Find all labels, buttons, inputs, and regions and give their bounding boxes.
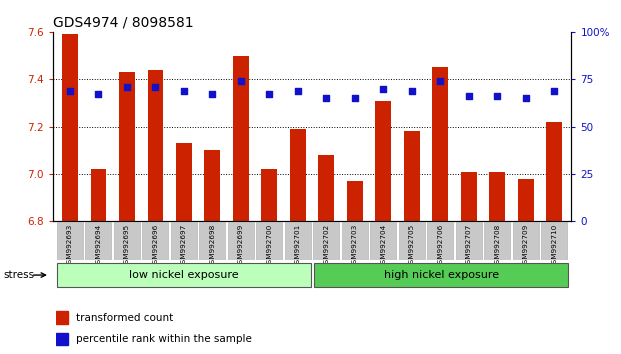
Point: [350, 95, 360, 101]
FancyBboxPatch shape: [142, 222, 168, 260]
Bar: [546, 122, 562, 221]
Bar: [62, 34, 78, 221]
Text: stress: stress: [3, 270, 34, 280]
Bar: [461, 172, 476, 221]
Text: GSM992709: GSM992709: [523, 224, 528, 268]
Text: GSM992696: GSM992696: [152, 224, 158, 268]
FancyBboxPatch shape: [456, 222, 482, 260]
Bar: [233, 56, 248, 221]
Text: GDS4974 / 8098581: GDS4974 / 8098581: [53, 16, 193, 30]
FancyBboxPatch shape: [484, 222, 510, 260]
Text: GSM992701: GSM992701: [295, 224, 301, 268]
Point: [521, 95, 531, 101]
FancyBboxPatch shape: [370, 222, 396, 260]
Point: [150, 84, 160, 90]
Text: GSM992694: GSM992694: [96, 224, 101, 268]
Point: [321, 95, 331, 101]
Text: GSM992697: GSM992697: [181, 224, 187, 268]
Point: [65, 88, 75, 93]
Text: low nickel exposure: low nickel exposure: [129, 270, 238, 280]
Bar: [204, 150, 220, 221]
FancyBboxPatch shape: [57, 222, 83, 260]
FancyBboxPatch shape: [85, 222, 112, 260]
Bar: [261, 169, 277, 221]
Bar: [376, 101, 391, 221]
FancyBboxPatch shape: [256, 222, 283, 260]
Bar: [176, 143, 192, 221]
FancyBboxPatch shape: [57, 263, 311, 287]
Point: [265, 92, 274, 97]
Text: GSM992693: GSM992693: [67, 224, 73, 268]
FancyBboxPatch shape: [284, 222, 311, 260]
Text: GSM992707: GSM992707: [466, 224, 472, 268]
Text: GSM992710: GSM992710: [551, 224, 557, 268]
Point: [93, 92, 103, 97]
Text: GSM992703: GSM992703: [351, 224, 358, 268]
Point: [207, 92, 217, 97]
Bar: [432, 67, 448, 221]
Text: GSM992706: GSM992706: [437, 224, 443, 268]
Point: [464, 93, 474, 99]
FancyBboxPatch shape: [399, 222, 425, 260]
Text: GSM992708: GSM992708: [494, 224, 501, 268]
Bar: [56, 312, 68, 324]
FancyBboxPatch shape: [314, 263, 568, 287]
Bar: [518, 179, 533, 221]
Text: percentile rank within the sample: percentile rank within the sample: [76, 334, 252, 344]
Bar: [148, 70, 163, 221]
Text: GSM992695: GSM992695: [124, 224, 130, 268]
Bar: [56, 333, 68, 346]
Bar: [91, 169, 106, 221]
Point: [236, 78, 246, 84]
FancyBboxPatch shape: [114, 222, 140, 260]
FancyBboxPatch shape: [313, 222, 340, 260]
FancyBboxPatch shape: [427, 222, 453, 260]
Point: [549, 88, 559, 93]
Text: GSM992705: GSM992705: [409, 224, 415, 268]
Point: [492, 93, 502, 99]
FancyBboxPatch shape: [171, 222, 197, 260]
Point: [179, 88, 189, 93]
FancyBboxPatch shape: [342, 222, 368, 260]
Point: [407, 88, 417, 93]
Point: [378, 86, 388, 92]
FancyBboxPatch shape: [541, 222, 568, 260]
Text: GSM992699: GSM992699: [238, 224, 244, 268]
Bar: [319, 155, 334, 221]
Bar: [404, 131, 420, 221]
Bar: [290, 129, 306, 221]
Text: GSM992698: GSM992698: [209, 224, 215, 268]
Bar: [347, 181, 363, 221]
Point: [293, 88, 303, 93]
FancyBboxPatch shape: [512, 222, 539, 260]
Text: GSM992704: GSM992704: [380, 224, 386, 268]
FancyBboxPatch shape: [228, 222, 254, 260]
Text: transformed count: transformed count: [76, 313, 173, 323]
FancyBboxPatch shape: [199, 222, 225, 260]
Text: high nickel exposure: high nickel exposure: [384, 270, 499, 280]
Point: [122, 84, 132, 90]
Bar: [119, 72, 135, 221]
Text: GSM992702: GSM992702: [324, 224, 329, 268]
Text: GSM992700: GSM992700: [266, 224, 273, 268]
Point: [435, 78, 445, 84]
Bar: [489, 172, 505, 221]
